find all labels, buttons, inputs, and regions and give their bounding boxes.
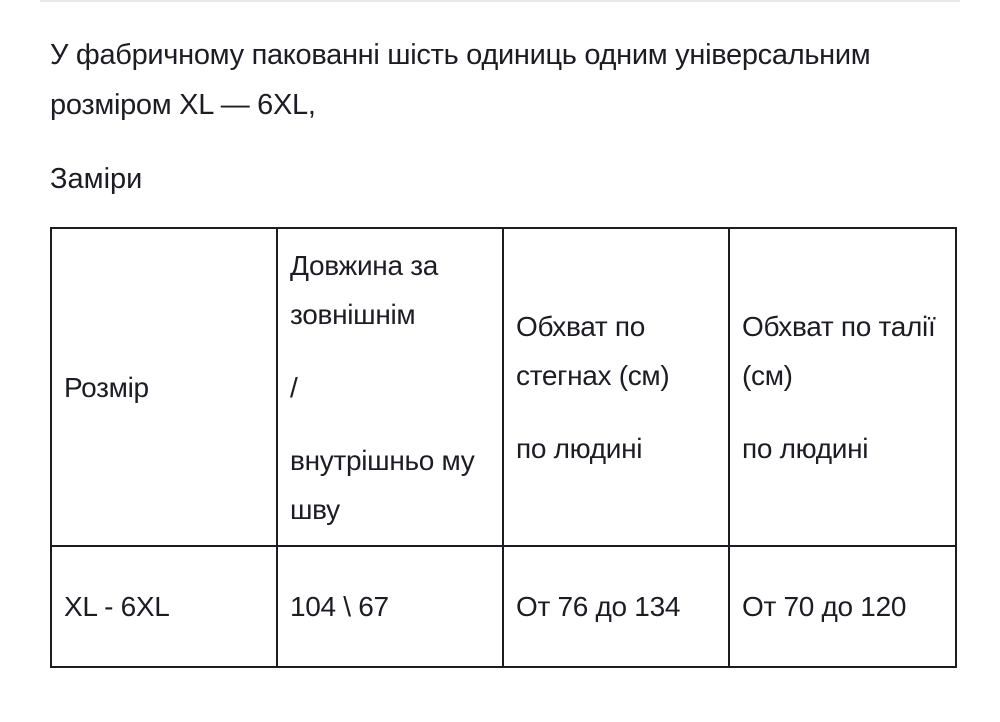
cell-text: по людині — [516, 432, 643, 464]
cell-text: От 76 до 134 — [516, 591, 681, 622]
cell-text: / — [290, 371, 298, 403]
cell-text: Розмір — [64, 371, 149, 403]
table-row: XL - 6XL 104 \ 67 От 76 до 134 От 70 до … — [50, 545, 957, 668]
cell-text: внутрішньо му шву — [290, 444, 475, 525]
intro-text: У фабричному пакованні шість одиниць одн… — [50, 39, 871, 121]
header-cell: Розмір — [50, 227, 278, 547]
header-cell: Обхват по стегнах (см) по людині — [502, 227, 730, 547]
table-cell: XL - 6XL — [50, 545, 278, 668]
cell-text: От 70 до 120 — [742, 591, 907, 622]
cell-text: 104 \ 67 — [290, 591, 389, 622]
divider — [40, 0, 960, 2]
table-cell: От 76 до 134 — [502, 545, 730, 668]
cell-text: по людині — [742, 432, 869, 464]
header-cell: Довжина за зовнішнім / внутрішньо му шву — [276, 227, 504, 547]
size-table: Розмір Довжина за зовнішнім / внутрішньо… — [50, 227, 957, 668]
cell-text: Обхват по талії (см) — [742, 310, 936, 391]
section-heading: Заміри — [50, 163, 143, 195]
table-header-row: Розмір Довжина за зовнішнім / внутрішньо… — [50, 227, 957, 547]
cell-text: XL - 6XL — [64, 591, 170, 622]
cell-text: Довжина за зовнішнім — [290, 249, 439, 330]
table-cell: 104 \ 67 — [276, 545, 504, 668]
header-cell: Обхват по талії (см) по людині — [728, 227, 957, 547]
cell-text: Обхват по стегнах (см) — [516, 310, 670, 391]
table-cell: От 70 до 120 — [728, 545, 957, 668]
